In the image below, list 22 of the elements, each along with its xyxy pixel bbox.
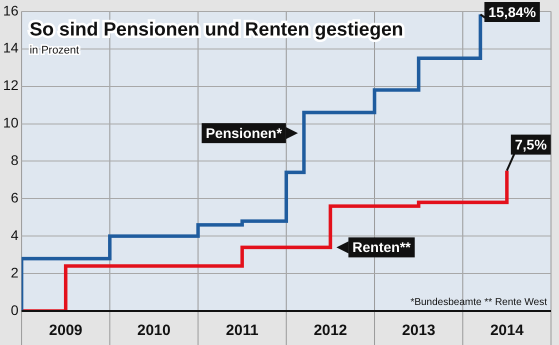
chart-title: So sind Pensionen und Renten gestiegen xyxy=(30,19,404,40)
annotation: 7,5% xyxy=(514,136,548,152)
x-tick-label: 2012 xyxy=(314,322,348,340)
y-tick-label: 10 xyxy=(2,114,19,131)
y-tick-label: 2 xyxy=(10,264,19,280)
text: in Prozent xyxy=(30,44,80,56)
x-tick-label: 2010 xyxy=(137,322,171,340)
y-tick-label: 4 xyxy=(10,226,19,243)
annotation: 15,84% xyxy=(488,4,536,20)
y-tick-label: 14 xyxy=(2,40,19,56)
y-tick-label: 12 xyxy=(2,77,19,94)
x-tick-label: 2011 xyxy=(226,322,258,340)
y-tick-label: 16 xyxy=(2,2,19,18)
annotation: *Bundesbeamte ** Rente West xyxy=(410,297,548,308)
x-tick-label: 2013 xyxy=(402,322,436,340)
y-tick-label: 0 xyxy=(10,302,19,318)
x-tick-label: 2009 xyxy=(49,322,82,340)
series-label: Pensionen* xyxy=(206,124,282,141)
series-label: Renten** xyxy=(352,239,412,256)
y-tick-label: 6 xyxy=(10,190,19,206)
y-tick-label: 8 xyxy=(10,152,19,168)
x-tick-label: 2014 xyxy=(490,322,524,340)
